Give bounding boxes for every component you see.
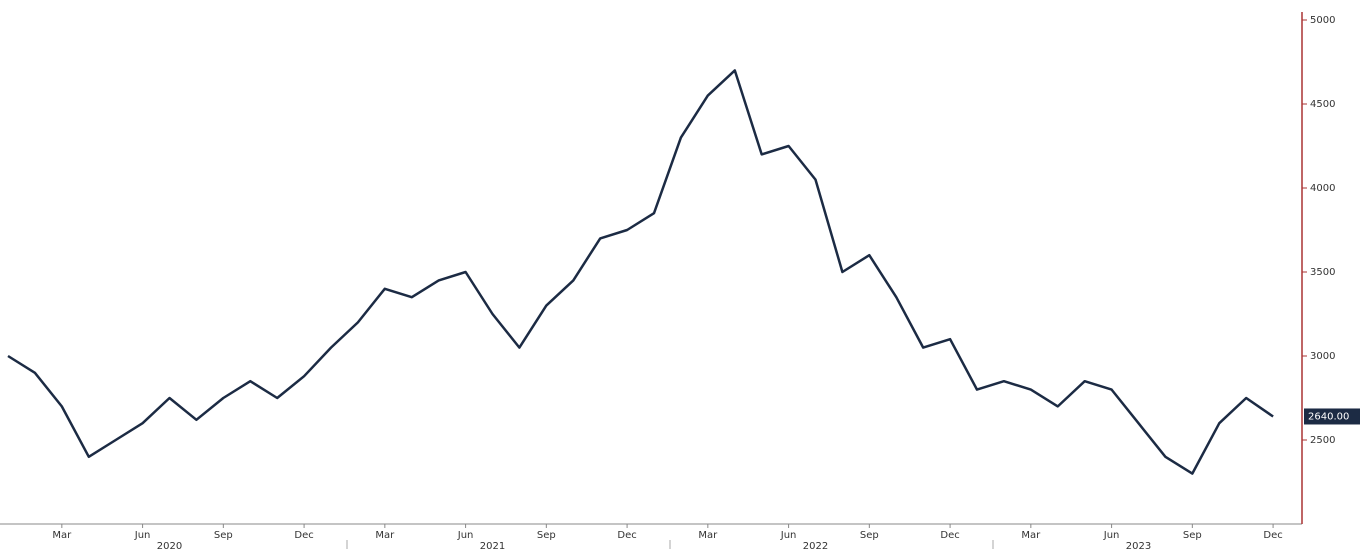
x-tick-label: Sep [537,530,556,541]
y-tick-label: 2500 [1310,435,1335,446]
year-label: 2022 [803,541,828,549]
x-tick-label: Sep [1183,530,1202,541]
x-tick-label: Sep [860,530,879,541]
year-label: 2023 [1126,541,1151,549]
x-tick-label: Jun [134,530,151,541]
value-label-box [1304,408,1360,425]
year-label: 2020 [157,541,182,549]
y-tick-label: 3000 [1310,351,1335,362]
x-tick-label: Sep [214,530,233,541]
x-tick-label: Jun [1103,530,1120,541]
y-tick-label: 4500 [1310,99,1335,110]
x-tick-label: Mar [52,530,72,541]
y-tick-label: 5000 [1310,15,1335,26]
y-tick-label: 4000 [1310,183,1335,194]
x-tick-label: Mar [698,530,718,541]
x-tick-label: Dec [940,530,959,541]
year-label: 2021 [480,541,505,549]
x-tick-label: Jun [780,530,797,541]
x-tick-label: Dec [294,530,313,541]
x-tick-label: Dec [617,530,636,541]
x-tick-label: Mar [375,530,395,541]
line [7,69,1274,475]
y-tick-label: 3500 [1310,267,1335,278]
value-label: 2640.00 [1308,411,1349,422]
x-tick-label: Jun [457,530,474,541]
x-tick-label: Mar [1021,530,1041,541]
x-tick-label: Dec [1263,530,1282,541]
